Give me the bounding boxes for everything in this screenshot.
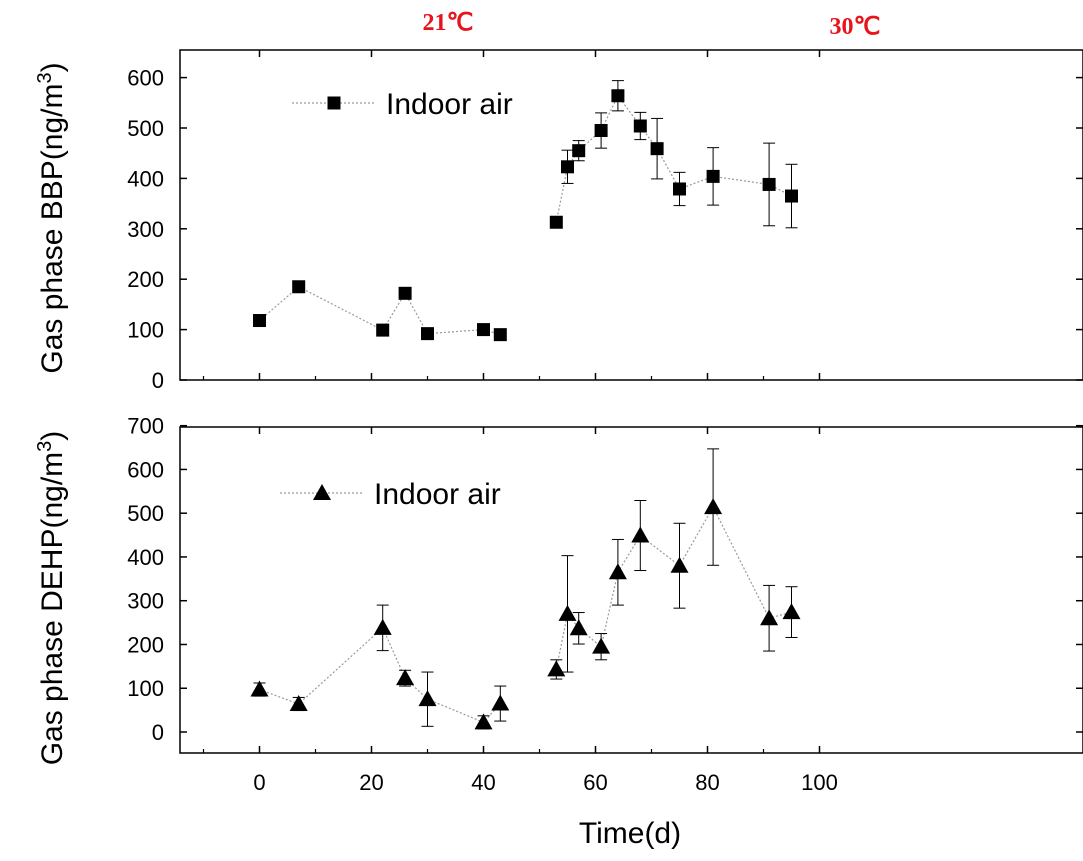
top-panel-frame: [179, 49, 1083, 381]
bbp-data-point: [762, 177, 776, 191]
dehp-data-point: [631, 526, 650, 543]
bbp-y-tick-label: 400: [127, 166, 164, 191]
bbp-data-point: [633, 119, 647, 133]
dehp-data-point: [474, 713, 493, 730]
bbp-data-point: [292, 280, 306, 294]
bbp-data-point: [572, 144, 586, 158]
dehp-data-point: [608, 563, 627, 580]
dehp-data-point: [782, 603, 801, 620]
dehp-data-point: [760, 609, 779, 626]
x-tick-label: 100: [801, 770, 838, 795]
dehp-legend-marker: [313, 484, 331, 500]
bbp-data-point: [673, 182, 686, 196]
dehp-y-tick-label: 600: [127, 457, 164, 482]
dehp-y-tick-label: 200: [127, 632, 164, 657]
dehp-data-point: [558, 604, 577, 621]
x-axis-label: Time(d): [579, 817, 681, 850]
dehp-legend-label: Indoor air: [374, 478, 501, 511]
bottom-y-axis-label: Gas phase DEHP(ng/m3): [34, 431, 69, 766]
bbp-y-tick-label: 100: [127, 318, 164, 343]
dehp-y-tick-label: 100: [127, 676, 164, 701]
dehp-data-point: [491, 694, 510, 711]
bbp-y-tick-label: 600: [127, 66, 164, 91]
bbp-y-tick-label: 0: [152, 368, 164, 393]
top-panel: 0 100 200 300 400 500 600 Indoor air: [127, 50, 1083, 393]
bbp-y-tick-label: 500: [127, 116, 164, 141]
bbp-legend-label: Indoor air: [386, 88, 513, 121]
bbp-data-point: [253, 314, 266, 328]
x-tick-label: 20: [359, 770, 383, 795]
bbp-data-point: [650, 142, 664, 156]
dehp-data-point: [250, 680, 269, 697]
x-tick-label: 80: [695, 770, 719, 795]
bbp-data-point: [376, 323, 390, 337]
bbp-data-point: [477, 323, 490, 337]
bottom-panel-frame: [179, 426, 1083, 754]
x-tick-label: 60: [583, 770, 607, 795]
dehp-data-point: [592, 637, 611, 654]
x-axis: 0 20 40 60 80 100: [253, 770, 837, 795]
bbp-legend-marker: [327, 96, 341, 110]
bbp-data-point: [549, 215, 563, 229]
dehp-data-point: [396, 669, 415, 686]
dehp-data-point: [547, 660, 566, 677]
bbp-data-point: [785, 189, 798, 203]
bbp-series-line: [555, 94, 792, 223]
temperature-label-21c: 21℃: [423, 10, 474, 36]
bbp-y-tick-label: 200: [127, 267, 164, 292]
x-tick-label: 0: [253, 770, 265, 795]
dehp-data-point: [670, 556, 689, 573]
bbp-y-tick-label: 300: [127, 217, 164, 242]
dehp-data-point: [373, 618, 392, 635]
bbp-data-point: [421, 327, 434, 341]
x-tick-label: 40: [471, 770, 495, 795]
dehp-y-tick-label: 0: [152, 720, 164, 745]
top-y-axis-label: Gas phase BBP(ng/m3): [34, 62, 69, 373]
dehp-y-tick-label: 700: [127, 414, 164, 439]
bbp-data-point: [594, 124, 608, 138]
bbp-data-point: [611, 89, 625, 103]
dehp-data-point: [569, 619, 588, 636]
dehp-series-line: [555, 505, 792, 670]
dehp-y-tick-label: 300: [127, 589, 164, 614]
bbp-data-point: [493, 328, 507, 342]
bbp-data-point: [561, 160, 574, 174]
dehp-data-point: [704, 498, 723, 515]
temperature-label-30c: 30℃: [830, 14, 881, 40]
dehp-y-tick-label: 400: [127, 545, 164, 570]
dehp-data-point: [418, 690, 437, 707]
bbp-data-point: [398, 286, 412, 300]
dehp-y-tick-label: 500: [127, 501, 164, 526]
bbp-data-point: [706, 169, 720, 183]
bottom-panel: 0 100 200 300 400 500 600 700 Indoor air: [127, 414, 1083, 753]
dehp-data-point: [289, 694, 308, 711]
